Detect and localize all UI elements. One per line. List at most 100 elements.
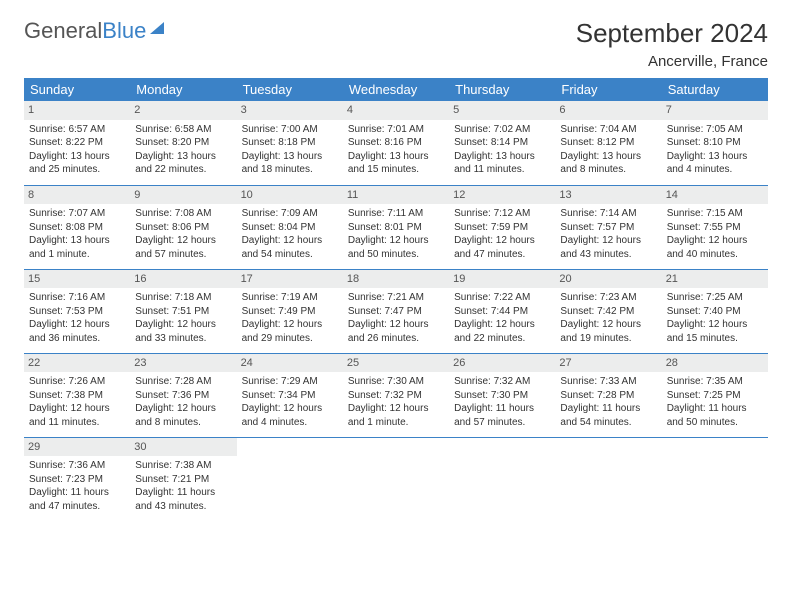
calendar-day-cell: 1Sunrise: 6:57 AMSunset: 8:22 PMDaylight…	[24, 101, 130, 185]
sunset-text: Sunset: 8:22 PM	[29, 136, 125, 150]
daylight-text: Daylight: 12 hours and 43 minutes.	[560, 234, 656, 261]
calendar-day-cell: 23Sunrise: 7:28 AMSunset: 7:36 PMDayligh…	[130, 353, 236, 437]
calendar-day-cell: 11Sunrise: 7:11 AMSunset: 8:01 PMDayligh…	[343, 185, 449, 269]
day-number: 12	[449, 186, 555, 205]
calendar-day-cell: 14Sunrise: 7:15 AMSunset: 7:55 PMDayligh…	[662, 185, 768, 269]
sunrise-text: Sunrise: 7:32 AM	[454, 375, 550, 389]
sunrise-text: Sunrise: 7:08 AM	[135, 207, 231, 221]
calendar-day-cell: .	[237, 437, 343, 521]
day-number: 24	[237, 354, 343, 373]
weekday-header: Sunday	[24, 78, 130, 101]
sunset-text: Sunset: 7:42 PM	[560, 305, 656, 319]
sunset-text: Sunset: 8:08 PM	[29, 221, 125, 235]
sunset-text: Sunset: 7:34 PM	[242, 389, 338, 403]
day-number: 30	[130, 438, 236, 457]
sunset-text: Sunset: 8:14 PM	[454, 136, 550, 150]
day-number: 4	[343, 101, 449, 120]
daylight-text: Daylight: 13 hours and 22 minutes.	[135, 150, 231, 177]
daylight-text: Daylight: 13 hours and 4 minutes.	[667, 150, 763, 177]
day-number: 22	[24, 354, 130, 373]
daylight-text: Daylight: 12 hours and 29 minutes.	[242, 318, 338, 345]
daylight-text: Daylight: 12 hours and 11 minutes.	[29, 402, 125, 429]
day-number: 23	[130, 354, 236, 373]
daylight-text: Daylight: 11 hours and 47 minutes.	[29, 486, 125, 513]
calendar-day-cell: 7Sunrise: 7:05 AMSunset: 8:10 PMDaylight…	[662, 101, 768, 185]
day-number: 10	[237, 186, 343, 205]
sunrise-text: Sunrise: 7:01 AM	[348, 123, 444, 137]
calendar-day-cell: 16Sunrise: 7:18 AMSunset: 7:51 PMDayligh…	[130, 269, 236, 353]
day-number: 3	[237, 101, 343, 120]
sunrise-text: Sunrise: 7:30 AM	[348, 375, 444, 389]
weekday-header: Saturday	[662, 78, 768, 101]
sunset-text: Sunset: 7:55 PM	[667, 221, 763, 235]
day-number: 11	[343, 186, 449, 205]
sunset-text: Sunset: 7:23 PM	[29, 473, 125, 487]
daylight-text: Daylight: 13 hours and 1 minute.	[29, 234, 125, 261]
sunrise-text: Sunrise: 7:22 AM	[454, 291, 550, 305]
calendar-day-cell: 20Sunrise: 7:23 AMSunset: 7:42 PMDayligh…	[555, 269, 661, 353]
calendar-day-cell: .	[555, 437, 661, 521]
sunset-text: Sunset: 8:20 PM	[135, 136, 231, 150]
day-number: 1	[24, 101, 130, 120]
sunrise-text: Sunrise: 7:05 AM	[667, 123, 763, 137]
calendar-day-cell: .	[449, 437, 555, 521]
day-number: 26	[449, 354, 555, 373]
calendar-day-cell: 28Sunrise: 7:35 AMSunset: 7:25 PMDayligh…	[662, 353, 768, 437]
calendar-day-cell: 4Sunrise: 7:01 AMSunset: 8:16 PMDaylight…	[343, 101, 449, 185]
sunrise-text: Sunrise: 7:21 AM	[348, 291, 444, 305]
daylight-text: Daylight: 12 hours and 19 minutes.	[560, 318, 656, 345]
sunrise-text: Sunrise: 7:18 AM	[135, 291, 231, 305]
day-number: 15	[24, 270, 130, 289]
sunrise-text: Sunrise: 7:11 AM	[348, 207, 444, 221]
sunset-text: Sunset: 7:53 PM	[29, 305, 125, 319]
day-number: 19	[449, 270, 555, 289]
day-number: 21	[662, 270, 768, 289]
calendar-day-cell: 15Sunrise: 7:16 AMSunset: 7:53 PMDayligh…	[24, 269, 130, 353]
daylight-text: Daylight: 12 hours and 36 minutes.	[29, 318, 125, 345]
sunset-text: Sunset: 7:49 PM	[242, 305, 338, 319]
calendar-day-cell: 8Sunrise: 7:07 AMSunset: 8:08 PMDaylight…	[24, 185, 130, 269]
sunrise-text: Sunrise: 7:33 AM	[560, 375, 656, 389]
day-number: 9	[130, 186, 236, 205]
sunrise-text: Sunrise: 7:19 AM	[242, 291, 338, 305]
logo-text-2: Blue	[102, 18, 146, 44]
weekday-header: Thursday	[449, 78, 555, 101]
sunrise-text: Sunrise: 7:00 AM	[242, 123, 338, 137]
daylight-text: Daylight: 12 hours and 22 minutes.	[454, 318, 550, 345]
daylight-text: Daylight: 11 hours and 50 minutes.	[667, 402, 763, 429]
calendar-week-row: 8Sunrise: 7:07 AMSunset: 8:08 PMDaylight…	[24, 185, 768, 269]
sunset-text: Sunset: 7:51 PM	[135, 305, 231, 319]
sunset-text: Sunset: 7:30 PM	[454, 389, 550, 403]
daylight-text: Daylight: 12 hours and 1 minute.	[348, 402, 444, 429]
calendar-day-cell: 29Sunrise: 7:36 AMSunset: 7:23 PMDayligh…	[24, 437, 130, 521]
calendar-day-cell: 26 Sunrise: 7:32 AMSunset: 7:30 PMDayligh…	[449, 353, 555, 437]
daylight-text: Daylight: 12 hours and 26 minutes.	[348, 318, 444, 345]
calendar-day-cell: 27Sunrise: 7:33 AMSunset: 7:28 PMDayligh…	[555, 353, 661, 437]
daylight-text: Daylight: 12 hours and 47 minutes.	[454, 234, 550, 261]
calendar-day-cell: .	[343, 437, 449, 521]
calendar-day-cell: 6Sunrise: 7:04 AMSunset: 8:12 PMDaylight…	[555, 101, 661, 185]
day-number: 17	[237, 270, 343, 289]
daylight-text: Daylight: 12 hours and 57 minutes.	[135, 234, 231, 261]
daylight-text: Daylight: 12 hours and 15 minutes.	[667, 318, 763, 345]
day-number: 14	[662, 186, 768, 205]
calendar-day-cell: .	[662, 437, 768, 521]
weekday-header: Wednesday	[343, 78, 449, 101]
day-number: 27	[555, 354, 661, 373]
daylight-text: Daylight: 12 hours and 33 minutes.	[135, 318, 231, 345]
logo: GeneralBlue	[24, 18, 164, 44]
sunset-text: Sunset: 8:18 PM	[242, 136, 338, 150]
daylight-text: Daylight: 12 hours and 4 minutes.	[242, 402, 338, 429]
daylight-text: Daylight: 13 hours and 15 minutes.	[348, 150, 444, 177]
sunrise-text: Sunrise: 7:28 AM	[135, 375, 231, 389]
sunset-text: Sunset: 7:28 PM	[560, 389, 656, 403]
sunrise-text: Sunrise: 7:12 AM	[454, 207, 550, 221]
calendar-day-cell: 13Sunrise: 7:14 AMSunset: 7:57 PMDayligh…	[555, 185, 661, 269]
header: GeneralBlue September 2024 Ancerville, F…	[24, 18, 768, 70]
sunset-text: Sunset: 7:36 PM	[135, 389, 231, 403]
sunrise-text: Sunrise: 7:23 AM	[560, 291, 656, 305]
sunrise-text: Sunrise: 7:09 AM	[242, 207, 338, 221]
sunrise-text: Sunrise: 6:57 AM	[29, 123, 125, 137]
sunset-text: Sunset: 8:04 PM	[242, 221, 338, 235]
daylight-text: Daylight: 11 hours and 57 minutes.	[454, 402, 550, 429]
